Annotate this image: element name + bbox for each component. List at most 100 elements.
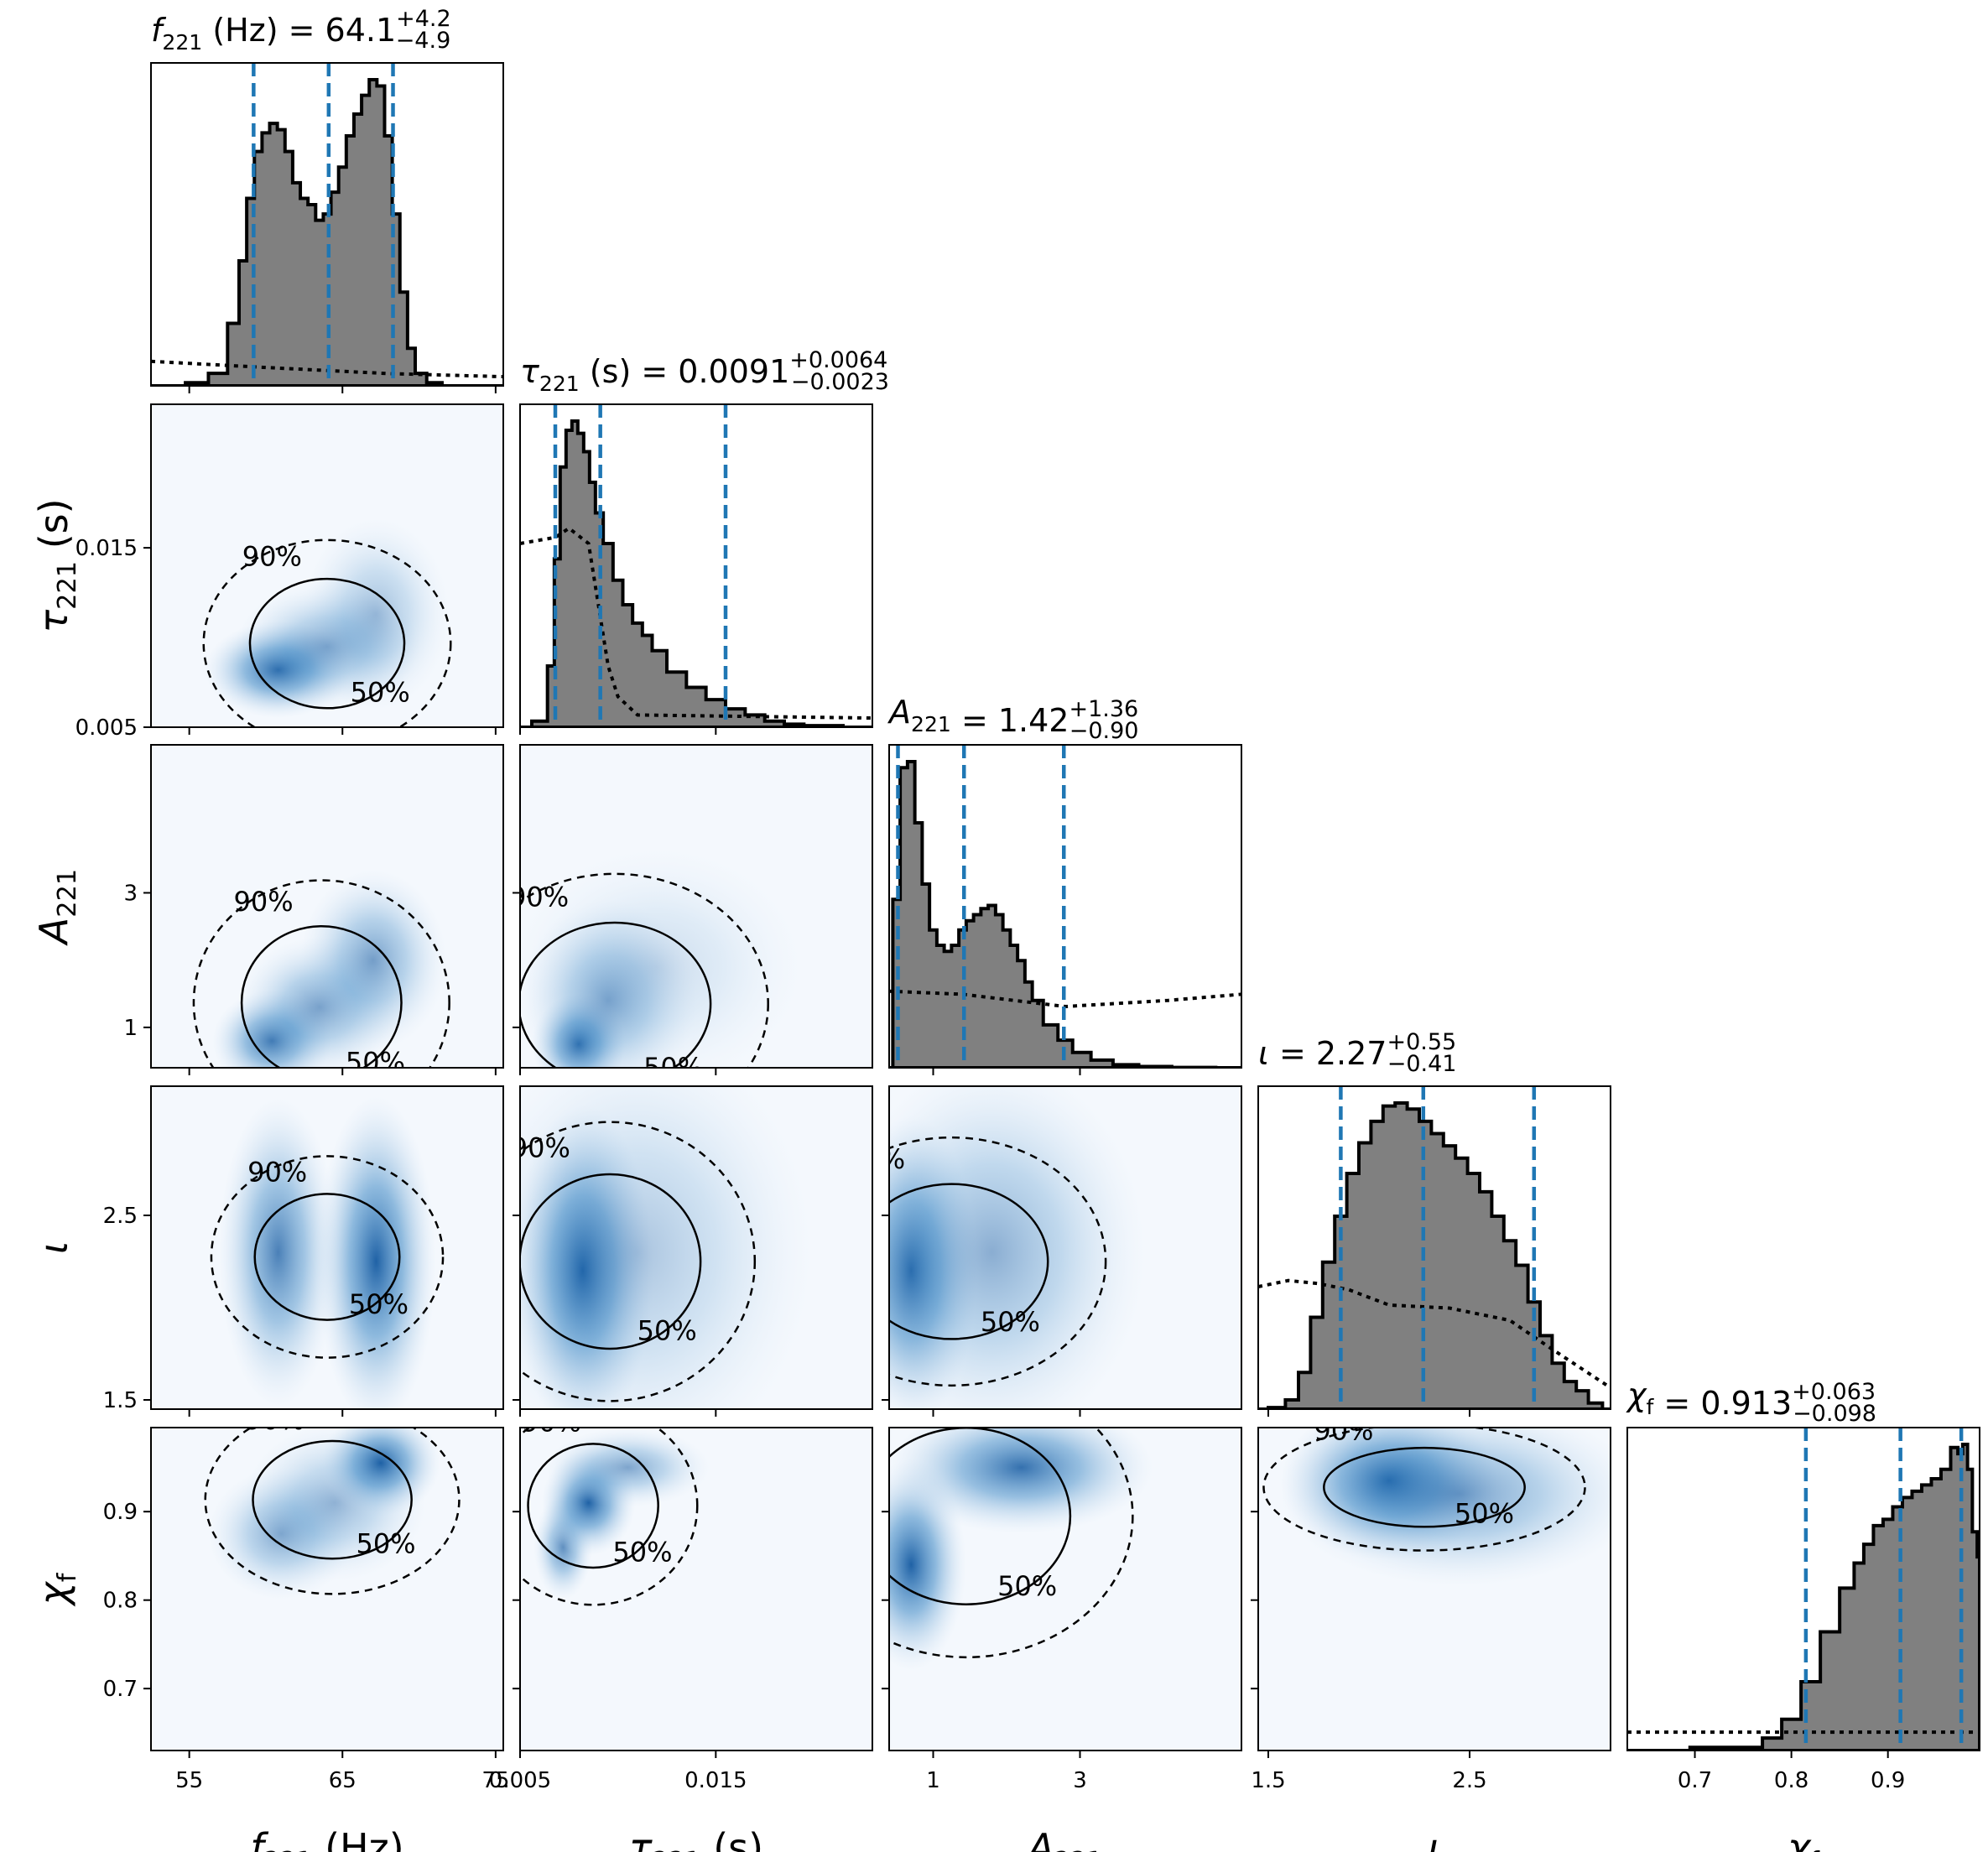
x-axis-title-tau221: τ221 (s) — [629, 1825, 763, 1852]
contour-50 — [527, 1443, 659, 1569]
y-axis-title-chif: χf — [31, 1572, 82, 1607]
panel-frame — [150, 1427, 504, 1751]
density-blob — [889, 1086, 1147, 1409]
panel-frame — [1257, 1427, 1611, 1751]
x-tick-label: 0.8 — [1774, 1768, 1808, 1793]
contour-label-90: 90% — [245, 1404, 304, 1436]
contour-label-50: 50% — [638, 1315, 697, 1347]
contour-90 — [1262, 1428, 1586, 1552]
panel-frame — [150, 744, 504, 1069]
contour-label-50: 50% — [351, 677, 410, 709]
diag-title-A221: A221 = 1.42+1.36 −0.90 — [887, 694, 1138, 744]
contour-90 — [204, 1428, 461, 1595]
contour-50 — [1323, 1446, 1526, 1528]
contour-90 — [202, 538, 452, 727]
contour-label-50: 50% — [356, 1527, 415, 1559]
contour-label-90: 90% — [509, 882, 569, 913]
contour-label-90: 90% — [846, 1143, 905, 1175]
contour-label-90: 90% — [242, 541, 302, 573]
posterior-histogram-outline — [1627, 1443, 1980, 1751]
contour-label-50: 50% — [981, 1306, 1040, 1338]
posterior-histogram-fill — [520, 421, 872, 727]
y-axis-title-iota: ι — [31, 1241, 76, 1255]
pair-panel-iota-chif: 50% 90% — [1257, 1427, 1611, 1751]
contour-90 — [889, 1428, 1134, 1659]
diag-panel-iota: ι = 2.27+0.55 −0.41 — [1257, 1029, 1611, 1410]
panel-frame — [150, 1085, 504, 1410]
pair-panel-f221-chif: 50% 90% — [150, 1404, 504, 1751]
x-tick-label: 0.015 — [684, 1768, 747, 1793]
density-blob — [1278, 1428, 1611, 1587]
diag-title-tau221: τ221 (s) = 0.0091+0.0064 −0.0023 — [520, 347, 889, 396]
y-tick-label: 3 — [123, 881, 138, 906]
contour-label-50: 50% — [997, 1570, 1057, 1602]
contour-90 — [210, 1155, 445, 1359]
panel-frame — [519, 744, 873, 1069]
density-blob — [520, 1086, 814, 1409]
diag-panel-chif: χf = 0.913+0.063 −0.098 — [1626, 1376, 1980, 1751]
density-blob — [545, 1428, 710, 1507]
pair-panel-A221-chif: 50%90% — [888, 1427, 1242, 1751]
contour-90 — [192, 879, 450, 1068]
contour-label-90: 90% — [522, 1407, 581, 1438]
posterior-histogram-fill — [1258, 1103, 1611, 1409]
x-tick-label: 1.5 — [1251, 1768, 1285, 1793]
contour-50 — [248, 577, 406, 710]
panel-frame — [519, 1085, 873, 1410]
panel-frame — [1257, 1085, 1611, 1410]
y-tick-label: 0.015 — [75, 536, 138, 561]
density-blob — [889, 1428, 1153, 1534]
contour-label-50: 50% — [346, 1047, 405, 1079]
posterior-histogram-outline — [520, 419, 872, 727]
diag-panel-A221: A221 = 1.42+1.36 −0.90 — [887, 694, 1242, 1069]
density-blob — [316, 1095, 436, 1409]
contour-label-50: 50% — [349, 1288, 409, 1320]
x-axis-title-A221: A221 — [1025, 1825, 1102, 1852]
contour-90 — [520, 1428, 699, 1606]
y-axis-title-tau221: τ221 (s) — [31, 498, 82, 632]
x-tick-label: 75 — [481, 1768, 509, 1793]
contour-50 — [889, 1183, 1049, 1340]
x-tick-label: 2.5 — [1452, 1768, 1486, 1793]
contour-50 — [520, 1173, 702, 1350]
contour-label-90: 90% — [511, 1131, 570, 1163]
contour-50 — [520, 921, 712, 1068]
density-blob — [520, 845, 804, 1068]
diag-title-iota: ι = 2.27+0.55 −0.41 — [1258, 1029, 1456, 1077]
x-tick-label: 1 — [926, 1768, 940, 1793]
x-tick-label: 0.005 — [489, 1768, 551, 1793]
panel-frame — [888, 744, 1242, 1069]
contour-label-50: 50% — [612, 1537, 672, 1568]
pair-panel-f221-iota: 50% 90% — [150, 1085, 504, 1410]
x-tick-label: 0.7 — [1678, 1768, 1712, 1793]
pair-panel-tau221-chif: 50% 90% — [519, 1407, 873, 1751]
y-tick-label: 0.7 — [103, 1677, 138, 1702]
x-axis-title-iota: ι — [1428, 1825, 1441, 1852]
contour-label-90: 90% — [234, 886, 294, 918]
panel-frame — [519, 403, 873, 728]
diag-panel-tau221: τ221 (s) = 0.0091+0.0064 −0.0023 — [519, 347, 889, 728]
pair-panel-f221-A221: 50% 90% — [150, 744, 504, 1079]
y-tick-label: 0.005 — [75, 715, 138, 741]
density-blob — [299, 869, 447, 1051]
contour-label-50: 50% — [1455, 1498, 1514, 1530]
contour-50 — [252, 1439, 413, 1560]
contour-90 — [520, 1121, 757, 1402]
y-tick-label: 1.5 — [103, 1388, 138, 1413]
x-tick-label: 55 — [175, 1768, 203, 1793]
posterior-histogram-fill — [889, 762, 1241, 1068]
panel-frame — [150, 62, 504, 387]
diag-title-chif: χf = 0.913+0.063 −0.098 — [1626, 1376, 1876, 1427]
contour-50 — [240, 925, 403, 1068]
posterior-histogram-fill — [1627, 1444, 1980, 1751]
panel-frame — [150, 403, 504, 728]
y-axis-title-A221: A221 — [31, 869, 82, 946]
contour-label-50: 50% — [643, 1052, 703, 1084]
contour-90 — [520, 872, 769, 1068]
pair-panel-tau221-A221: 50% 90% — [509, 744, 873, 1084]
prior-histogram — [520, 526, 872, 721]
panel-frame — [1626, 1427, 1980, 1751]
y-tick-label: 0.8 — [103, 1589, 138, 1614]
pair-panel-tau221-iota: 50% 90% — [511, 1085, 873, 1410]
